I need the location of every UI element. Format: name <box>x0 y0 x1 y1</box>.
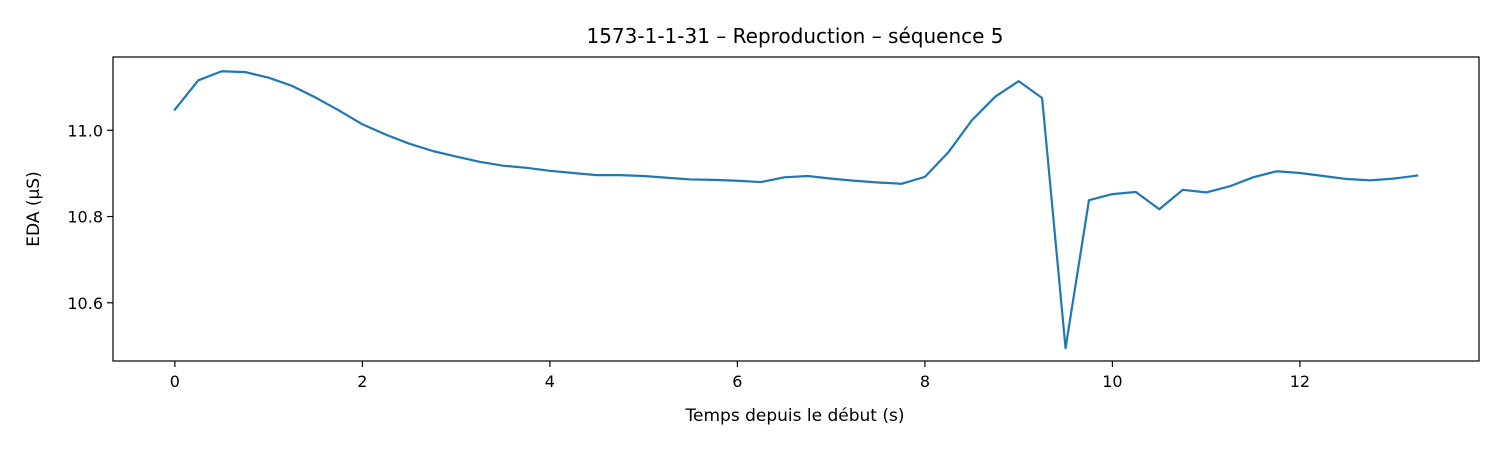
y-tick-label: 10.8 <box>67 208 103 227</box>
chart-title: 1573-1-1-31 – Reproduction – séquence 5 <box>586 24 1003 48</box>
x-tick-label: 0 <box>170 372 180 391</box>
y-tick-label: 11.0 <box>67 121 103 140</box>
series-line-0 <box>173 70 1419 350</box>
y-tick-label: 10.6 <box>67 294 103 313</box>
plot-area: 0 2 4 6 8 10 12 10.6 10.8 11.0 <box>67 56 1480 391</box>
x-tick-label: 8 <box>920 372 930 391</box>
x-tick-label: 2 <box>357 372 367 391</box>
y-axis-title: EDA (µS) <box>24 171 44 246</box>
x-tick-label: 10 <box>1102 372 1122 391</box>
plot-frame <box>112 56 1480 362</box>
x-axis-title: Temps depuis le début (s) <box>685 406 905 426</box>
x-tick-label: 4 <box>545 372 555 391</box>
x-tick-label: 12 <box>1290 372 1310 391</box>
x-tick-label: 6 <box>732 372 742 391</box>
